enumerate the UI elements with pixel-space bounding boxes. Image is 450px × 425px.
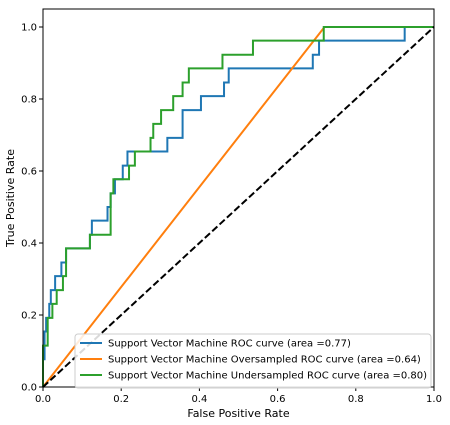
x-tick-label: 1.0 xyxy=(426,394,442,405)
y-tick-label: 0.6 xyxy=(21,167,37,178)
legend-entry-label: Support Vector Machine Undersampled ROC … xyxy=(108,371,427,382)
x-tick-label: 0.0 xyxy=(35,394,51,405)
legend-entry-label: Support Vector Machine Oversampled ROC c… xyxy=(108,355,421,366)
legend-box xyxy=(74,333,432,389)
y-tick-label: 0.8 xyxy=(21,95,37,106)
y-tick-label: 0.2 xyxy=(21,311,37,322)
x-tick-label: 0.6 xyxy=(270,394,286,405)
roc-series-line-3 xyxy=(42,26,434,387)
chance-diagonal-line xyxy=(42,26,435,388)
legend: Support Vector Machine ROC curve (area =… xyxy=(74,333,432,389)
x-tick-label: 0.8 xyxy=(348,394,364,405)
y-tick-label: 0.4 xyxy=(21,239,37,250)
y-tick-label: 0.0 xyxy=(21,383,37,394)
x-tick-label: 0.4 xyxy=(191,394,207,405)
x-axis-label: False Positive Rate xyxy=(187,407,289,420)
legend-entry-label: Support Vector Machine ROC curve (area =… xyxy=(108,339,351,350)
y-axis-label: True Positive Rate xyxy=(4,149,17,248)
x-tick-label: 0.2 xyxy=(113,394,129,405)
y-tick-label: 1.0 xyxy=(21,23,37,34)
series-layer xyxy=(42,26,435,388)
tick-layer: 0.0 0.2 0.4 0.6 0.8 1.0 0.0 0.2 0.4 0.6 0.8 1.0 xyxy=(21,23,442,406)
